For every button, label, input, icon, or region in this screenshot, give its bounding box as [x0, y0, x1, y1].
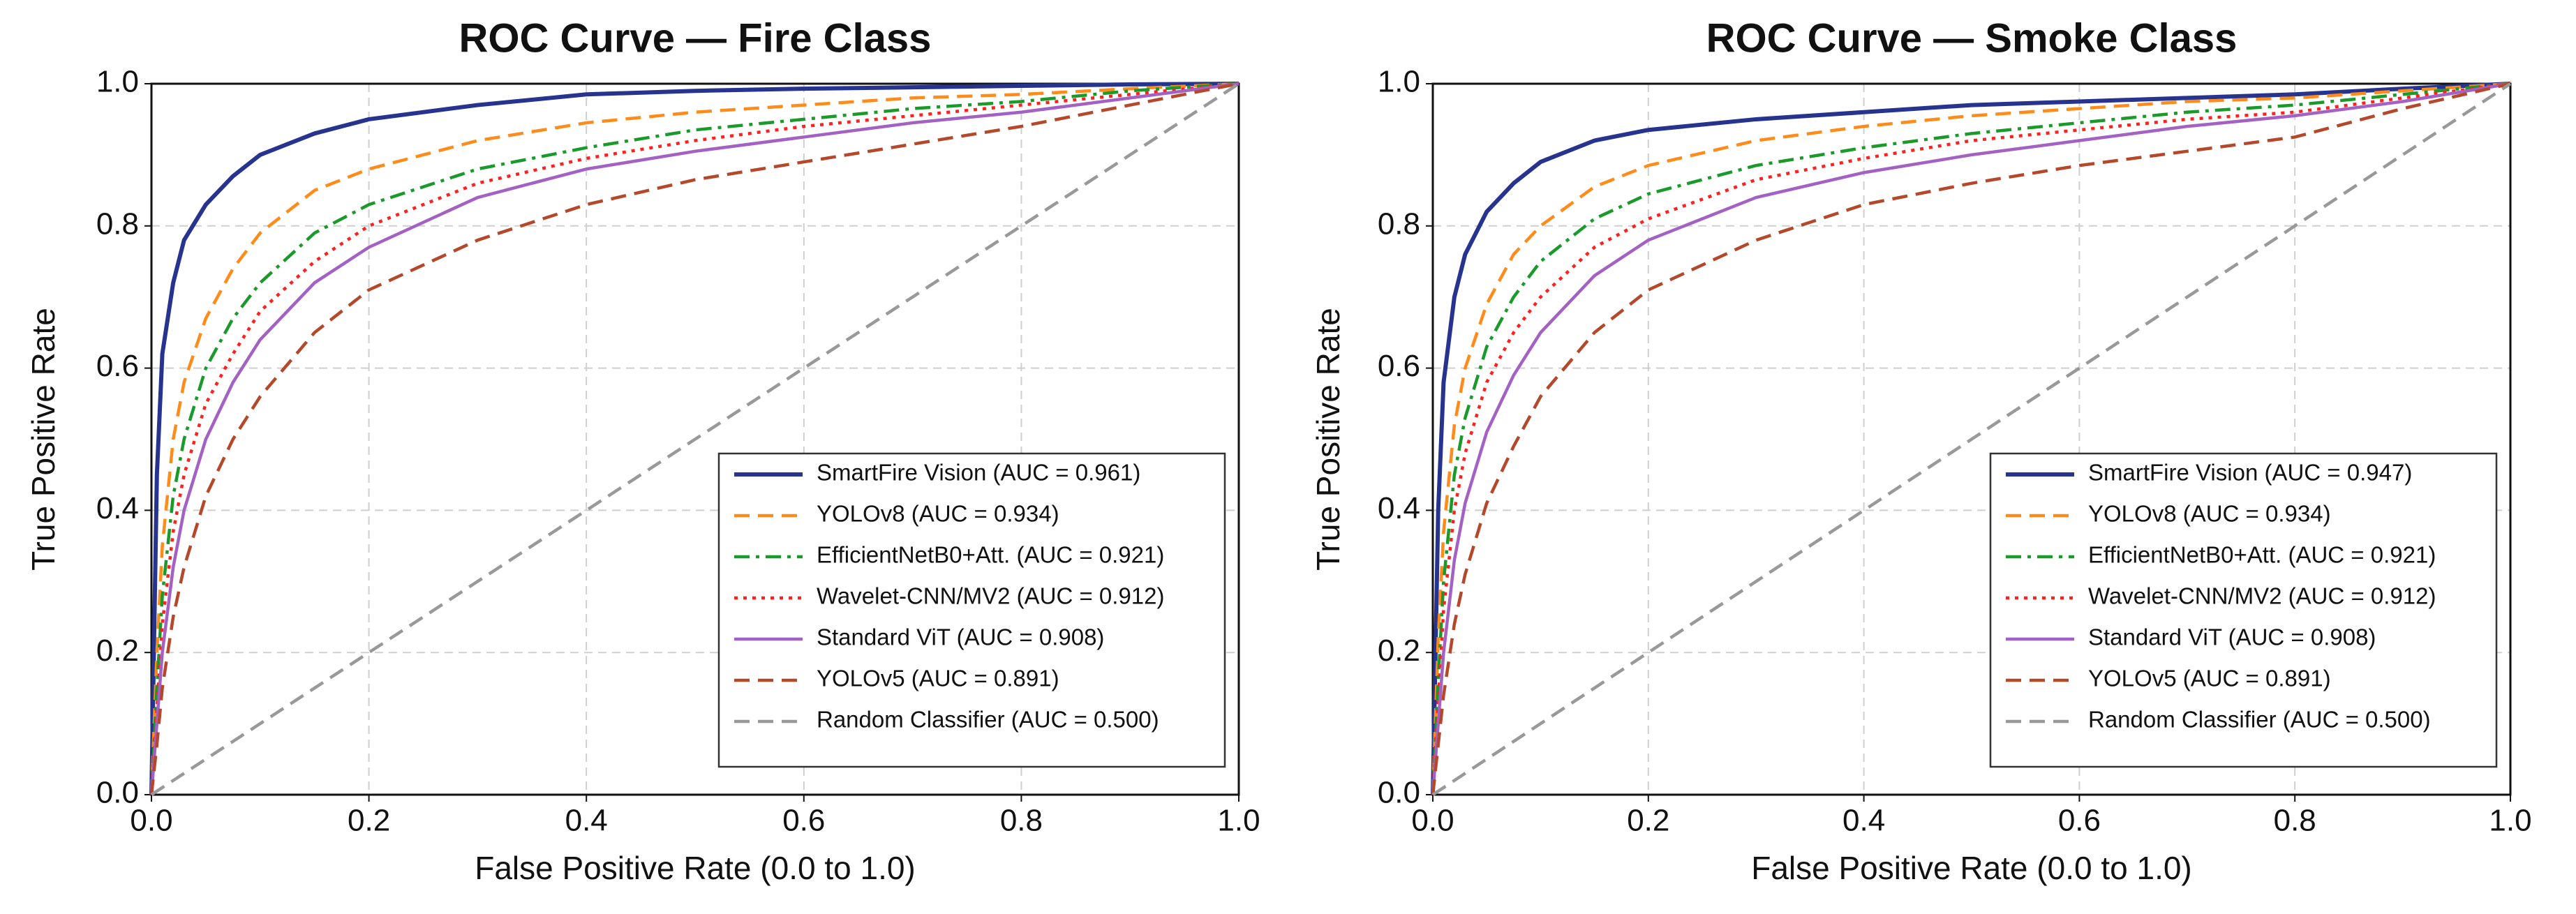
y-tick-label: 0.8: [1378, 207, 1420, 241]
roc-curve: [149, 82, 1239, 795]
roc-curve: [1431, 82, 2511, 795]
legend-label: Standard ViT (AUC = 0.908): [2088, 624, 2376, 650]
y-tick-label: 0.8: [96, 207, 139, 241]
legend-label: YOLOv5 (AUC = 0.891): [817, 666, 1059, 691]
y-tick-label: 1.0: [96, 65, 139, 99]
x-tick-label: 0.4: [565, 804, 608, 838]
y-tick-label: 0.4: [1378, 491, 1420, 525]
legend-box: [717, 452, 1226, 768]
y-axis-label: True Positive Rate: [1310, 308, 1346, 571]
x-tick-label: 0.8: [2274, 804, 2316, 838]
roc-curve: [150, 82, 1240, 796]
roc-curve: [149, 82, 1239, 795]
x-tick-label: 0.2: [1627, 804, 1669, 838]
y-tick-label: 0.4: [96, 491, 139, 525]
roc-curve: [1431, 82, 2511, 795]
x-tick-label: 0.0: [130, 804, 172, 838]
legend-label: YOLOv5 (AUC = 0.891): [2088, 666, 2331, 691]
x-tick-label: 0.0: [1411, 804, 1454, 838]
y-tick-label: 0.0: [96, 776, 139, 810]
y-tick-label: 1.0: [1378, 65, 1420, 99]
plot-frame: [150, 82, 1240, 796]
x-tick-label: 0.4: [1842, 804, 1885, 838]
legend-label: EfficientNetB0+Att. (AUC = 0.921): [817, 542, 1164, 568]
legend-label: Random Classifier (AUC = 0.500): [2088, 707, 2431, 733]
legend-label: EfficientNetB0+Att. (AUC = 0.921): [2088, 542, 2436, 568]
x-tick-label: 0.2: [348, 804, 390, 838]
roc-curve: [149, 82, 1239, 795]
x-tick-label: 1.0: [1217, 804, 1260, 838]
legend-label: Wavelet-CNN/MV2 (AUC = 0.912): [817, 583, 1165, 609]
x-axis-label: False Positive Rate (0.0 to 1.0): [1751, 850, 2192, 886]
x-tick-label: 0.8: [1000, 804, 1043, 838]
roc-curve: [1431, 82, 2512, 796]
y-tick-label: 0.6: [1378, 349, 1420, 383]
legend-label: SmartFire Vision (AUC = 0.961): [817, 460, 1140, 486]
x-axis-label: False Positive Rate (0.0 to 1.0): [475, 850, 916, 886]
legend-label: Random Classifier (AUC = 0.500): [817, 707, 1159, 733]
roc-curve: [1431, 82, 2511, 795]
legend-label: SmartFire Vision (AUC = 0.947): [2088, 460, 2412, 486]
roc-curve: [1431, 82, 2511, 795]
roc-curve: [149, 82, 1239, 795]
legend-label: YOLOv8 (AUC = 0.934): [817, 501, 1059, 527]
roc-curve: [149, 82, 1239, 795]
x-tick-label: 0.6: [2058, 804, 2101, 838]
legend-box: [1989, 452, 2498, 768]
chart-title: ROC Curve — Smoke Class: [1706, 15, 2238, 61]
roc-curve: [149, 82, 1239, 795]
legend-label: YOLOv8 (AUC = 0.934): [2088, 501, 2331, 527]
legend-label: Wavelet-CNN/MV2 (AUC = 0.912): [2088, 583, 2436, 609]
chart-title: ROC Curve — Fire Class: [459, 15, 932, 61]
x-tick-label: 1.0: [2489, 804, 2531, 838]
y-axis-label: True Positive Rate: [25, 308, 61, 571]
y-tick-label: 0.0: [1378, 776, 1420, 810]
legend-label: Standard ViT (AUC = 0.908): [817, 624, 1104, 650]
y-tick-label: 0.2: [1378, 634, 1420, 668]
y-tick-label: 0.6: [96, 349, 139, 383]
y-tick-label: 0.2: [96, 634, 139, 668]
x-tick-label: 0.6: [782, 804, 825, 838]
plot-frame: [1431, 82, 2512, 796]
